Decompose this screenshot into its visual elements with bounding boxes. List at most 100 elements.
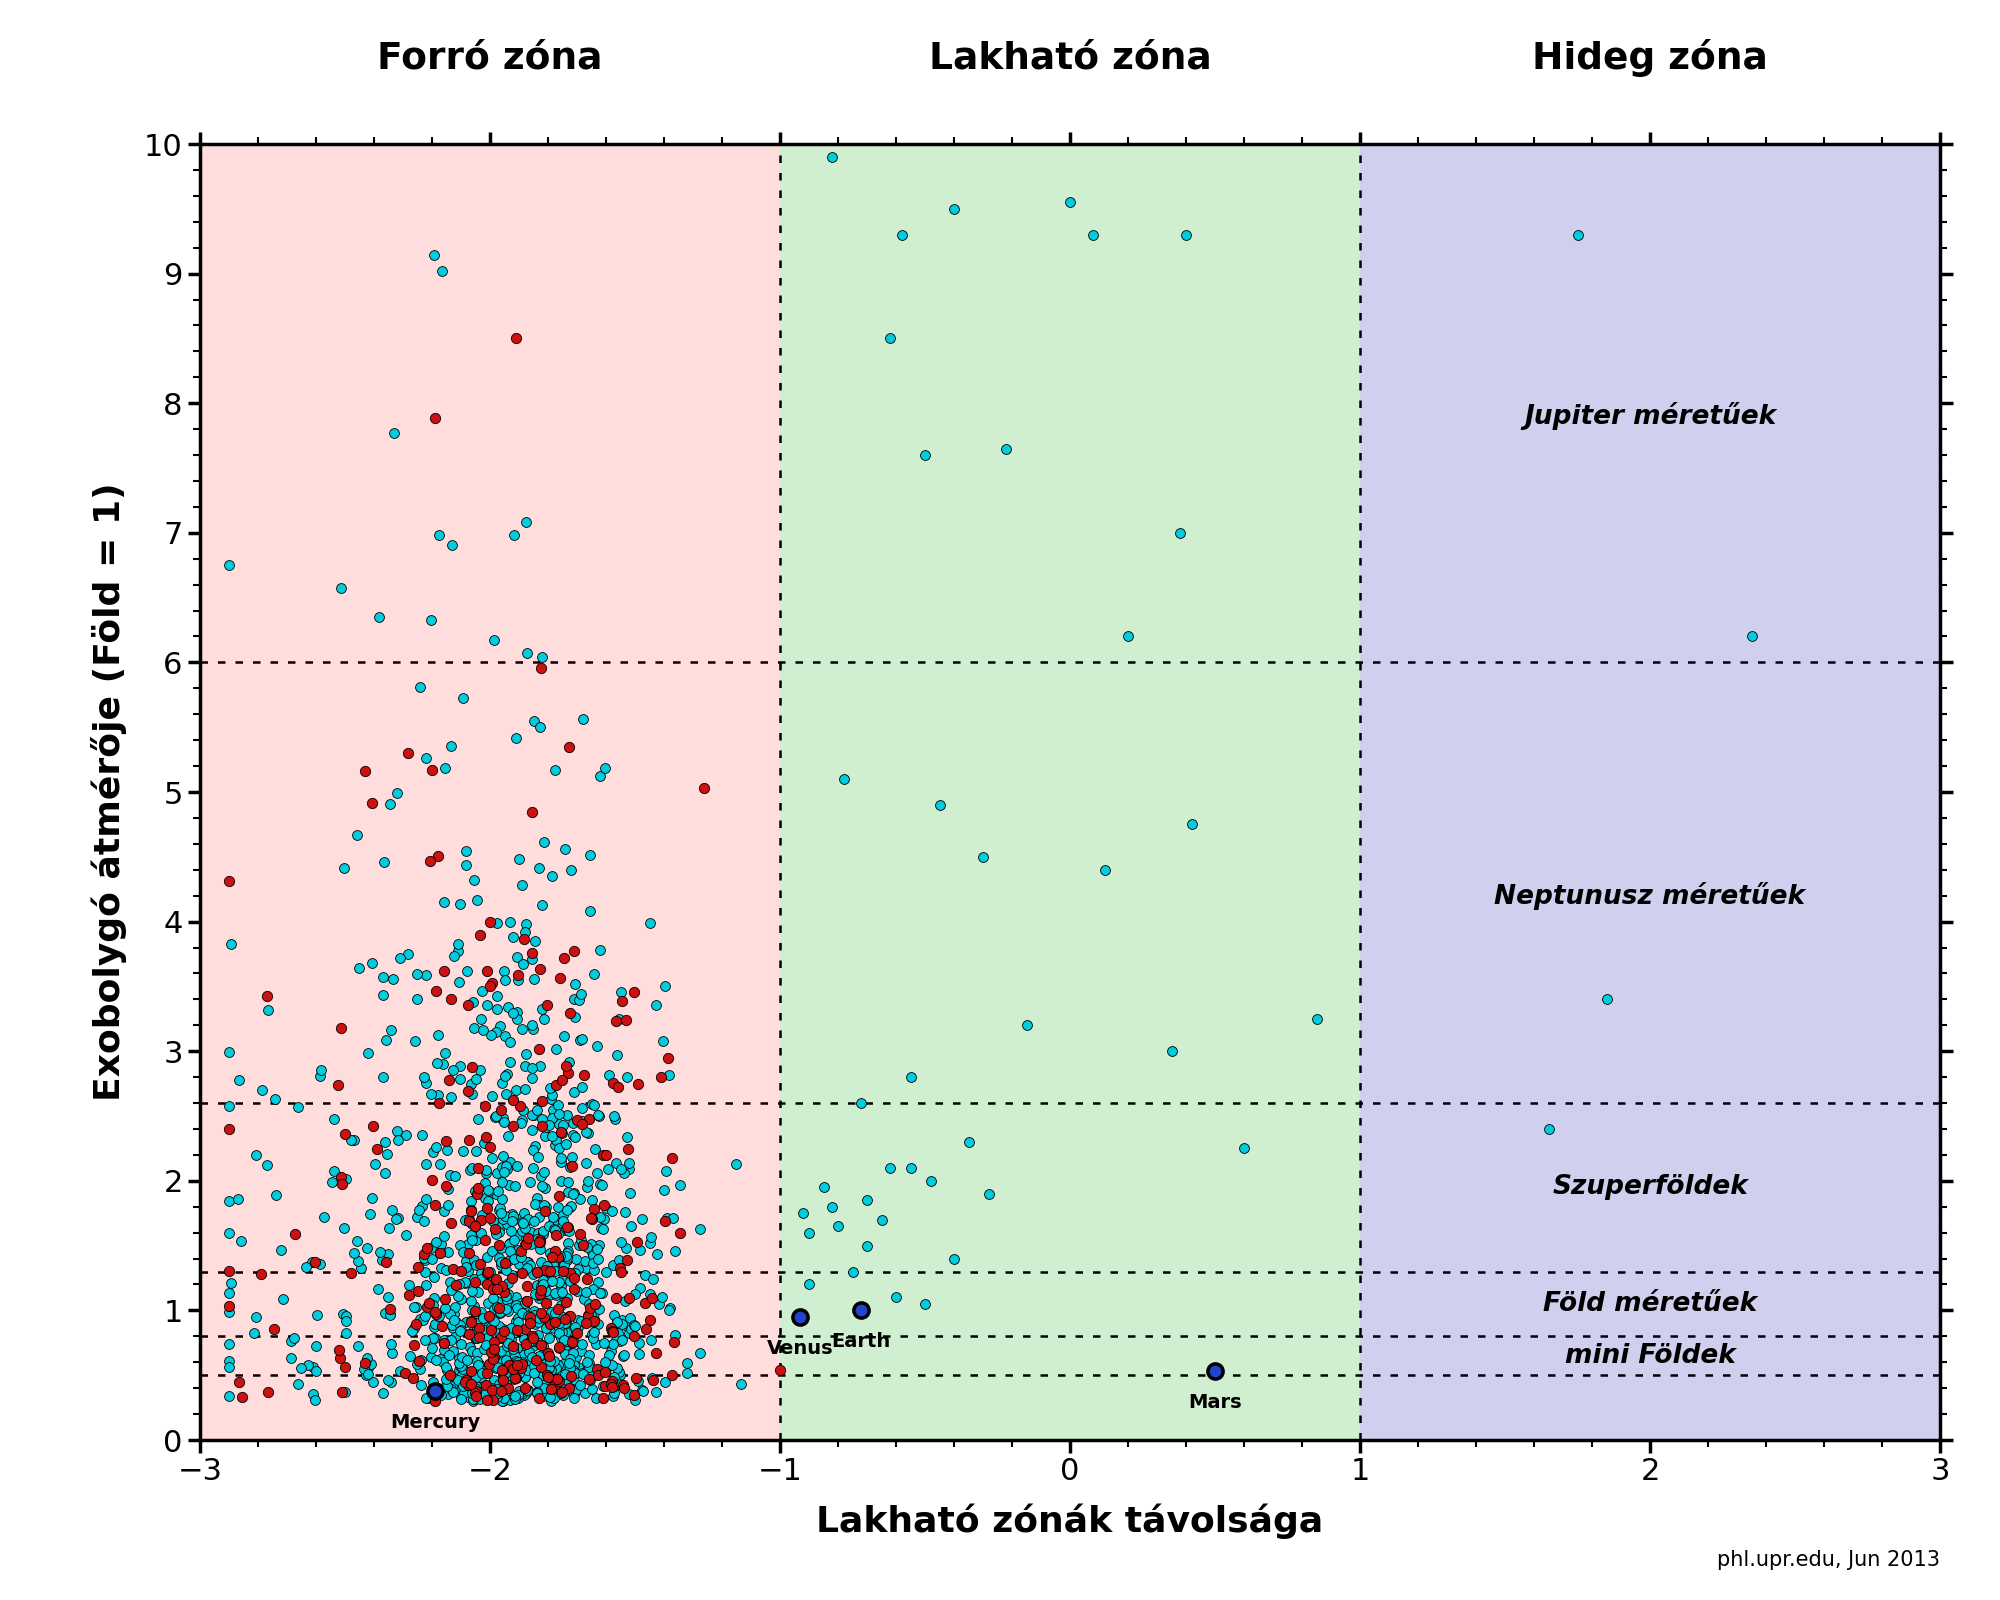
Text: Hideg zóna: Hideg zóna [1532, 38, 1768, 77]
Point [440, 1376, 472, 1402]
Point [458, 1179, 490, 1205]
Point [608, 1342, 640, 1368]
Point [558, 1181, 590, 1206]
Point [452, 992, 484, 1018]
Point [550, 1318, 582, 1344]
Point [556, 1341, 588, 1366]
Point [530, 1198, 562, 1224]
Point [450, 1248, 482, 1274]
Point [544, 1274, 576, 1299]
Point [556, 1194, 588, 1219]
Point [502, 1382, 534, 1408]
Point [480, 910, 512, 936]
Point [298, 1381, 330, 1406]
Point [326, 1165, 358, 1190]
Point [472, 1178, 504, 1203]
Point [540, 1222, 572, 1248]
Point [554, 1304, 586, 1330]
Point [648, 1027, 680, 1053]
Point [528, 1304, 560, 1330]
Point [534, 1075, 566, 1101]
Point [478, 1344, 510, 1370]
Point [636, 1266, 668, 1291]
Point [652, 1206, 684, 1232]
Point [474, 1264, 506, 1290]
Point [510, 1291, 542, 1317]
Point [568, 1232, 600, 1258]
Point [370, 1027, 402, 1053]
Point [508, 1077, 540, 1102]
Point [582, 1269, 614, 1294]
Point [274, 1346, 306, 1371]
Point [538, 1216, 570, 1242]
Point [578, 1299, 610, 1325]
Point [446, 1331, 478, 1357]
Point [450, 1368, 482, 1394]
Point [434, 1301, 466, 1326]
Point [552, 1338, 584, 1363]
Point [490, 1347, 522, 1373]
Point [378, 421, 410, 446]
Point [534, 1240, 566, 1266]
Point [458, 1323, 490, 1349]
Point [646, 1283, 678, 1309]
Point [496, 1266, 528, 1291]
Point [484, 1325, 516, 1350]
Point [1736, 624, 1768, 650]
Point [482, 1219, 514, 1245]
Point [470, 1227, 502, 1253]
Point [598, 1363, 630, 1389]
Point [528, 1333, 560, 1358]
Point [534, 1112, 566, 1138]
Point [618, 1312, 650, 1338]
Point [318, 1106, 350, 1131]
Point [600, 1008, 632, 1034]
Point [578, 1195, 610, 1221]
Point [546, 1318, 578, 1344]
Point [326, 1171, 358, 1197]
Point [510, 640, 542, 666]
Point [468, 1336, 500, 1362]
Point [420, 1301, 452, 1326]
Point [784, 1304, 816, 1330]
Point [476, 1238, 508, 1264]
Point [490, 1024, 522, 1050]
Point [572, 1174, 604, 1200]
Point [542, 1296, 574, 1322]
Point [292, 1352, 324, 1378]
Point [456, 1318, 488, 1344]
Point [486, 1323, 518, 1349]
Point [886, 222, 918, 248]
Point [524, 1229, 556, 1254]
Point [550, 1053, 582, 1078]
Point [538, 1315, 570, 1341]
Point [370, 1301, 402, 1326]
Point [500, 1347, 532, 1373]
Point [626, 1206, 658, 1232]
Point [530, 1174, 562, 1200]
Point [368, 848, 400, 874]
Point [450, 1309, 482, 1334]
Point [214, 1221, 244, 1246]
Point [480, 1267, 512, 1293]
Point [600, 1285, 632, 1310]
Point [502, 1237, 534, 1262]
Point [538, 1238, 570, 1264]
Point [540, 1037, 572, 1062]
Point [308, 1205, 340, 1230]
Point [418, 242, 450, 267]
Point [482, 1294, 514, 1320]
Point [460, 1363, 492, 1389]
Point [516, 1117, 548, 1142]
Point [626, 1378, 658, 1403]
Point [426, 1349, 458, 1374]
Point [550, 1362, 582, 1387]
Point [436, 1277, 468, 1302]
Point [266, 1237, 298, 1262]
Point [224, 1067, 256, 1093]
Point [214, 1040, 244, 1066]
Point [428, 1328, 460, 1354]
Point [496, 1208, 528, 1234]
Point [410, 1302, 442, 1328]
Point [596, 1368, 628, 1394]
